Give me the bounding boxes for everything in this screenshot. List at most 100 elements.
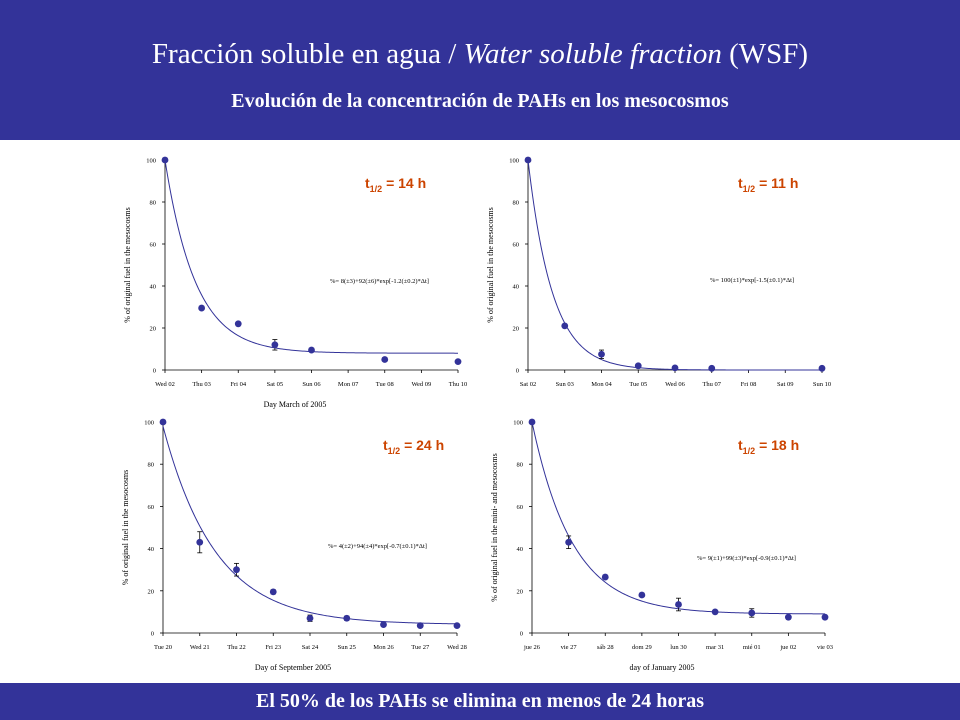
y-tick-label: 20 <box>148 588 155 595</box>
y-tick-label: 80 <box>517 462 524 469</box>
x-tick-label: Tue 08 <box>376 381 394 388</box>
x-tick-label: Wed 28 <box>447 644 467 651</box>
x-tick-label: Mon 26 <box>373 644 394 651</box>
data-point <box>380 621 387 628</box>
title-part-1: Fracción soluble en agua / <box>151 38 464 70</box>
x-tick-label: dom 29 <box>632 644 652 651</box>
y-axis-label: % of original fuel in the mesocosms <box>486 207 495 323</box>
half-life-label: t1/2 = 24 h <box>383 437 444 456</box>
half-life-label: t1/2 = 14 h <box>365 175 426 194</box>
chart-panel-1: 0 20 40 60 80 100 Wed 02 Thu 03 Fri 04 Sat 05 Sun … <box>123 156 468 409</box>
data-point <box>269 588 277 596</box>
x-tick-label: Fri 04 <box>230 381 246 388</box>
data-point <box>561 322 569 330</box>
y-tick-label: 100 <box>146 158 156 165</box>
y-tick-label: 0 <box>516 368 519 375</box>
data-point <box>708 364 716 372</box>
x-tick-label: mié 01 <box>743 644 761 651</box>
y-tick-label: 80 <box>150 200 157 207</box>
y-tick-label: 0 <box>151 631 154 638</box>
x-tick-label: Thu 22 <box>227 644 246 651</box>
x-tick-label: Thu 07 <box>702 381 721 388</box>
x-tick-label: vie 27 <box>561 644 578 651</box>
x-tick-label: Sat 24 <box>302 644 319 651</box>
x-tick-label: Sun 10 <box>813 381 831 388</box>
data-point <box>638 591 646 599</box>
data-point <box>598 350 605 358</box>
data-point <box>306 614 314 622</box>
fit-equation: %= 9(±1)+99(±3)*exp[-0.9(±0.1)*Δt] <box>697 555 796 562</box>
y-tick-label: 80 <box>148 462 155 469</box>
x-tick-label: Sun 03 <box>556 381 574 388</box>
title-part-2: (WSF) <box>721 38 809 70</box>
x-tick-label: lun 30 <box>670 644 686 651</box>
y-tick-label: 40 <box>148 546 155 553</box>
x-tick-label: Tue 27 <box>411 644 430 651</box>
fit-equation: %= 4(±2)+94(±4)*exp[-0.7(±0.1)*Δt] <box>328 543 427 550</box>
x-tick-label: Thu 10 <box>449 381 468 388</box>
y-tick-label: 40 <box>150 284 157 291</box>
y-tick-label: 100 <box>144 420 154 427</box>
data-point <box>196 538 204 546</box>
fit-equation: %= 8(±3)+92(±6)*exp[-1.2(±0.2)*Δt] <box>330 278 429 285</box>
data-point <box>671 364 679 372</box>
footer-band: El 50% de los PAHs se elimina en menos d… <box>0 683 960 720</box>
x-tick-label: Tue 05 <box>629 381 647 388</box>
x-tick-label: Thu 03 <box>192 381 211 388</box>
data-point <box>453 622 461 630</box>
half-life-label: t1/2 = 18 h <box>738 437 799 456</box>
x-tick-label: vie 03 <box>817 644 833 651</box>
x-tick-label: sáb 28 <box>597 644 614 651</box>
fit-curve <box>162 426 458 625</box>
title-italic-part: Water soluble fraction <box>463 38 722 70</box>
page-title: Fracción soluble en agua / Water soluble… <box>0 36 960 72</box>
x-tick-label: Wed 06 <box>665 381 686 388</box>
data-point <box>343 614 351 622</box>
data-point <box>416 622 424 630</box>
y-tick-label: 20 <box>517 588 524 595</box>
x-tick-label: mar 31 <box>706 644 724 651</box>
y-tick-label: 0 <box>520 631 523 638</box>
x-tick-label: Sat 09 <box>777 381 793 388</box>
y-tick-label: 40 <box>513 284 520 291</box>
data-point <box>748 609 756 617</box>
footer-text: El 50% de los PAHs se elimina en menos d… <box>256 690 704 712</box>
data-point <box>528 418 536 426</box>
y-axis-label: % of original fuel in the mini- and meso… <box>490 453 499 601</box>
y-tick-label: 40 <box>517 546 524 553</box>
y-axis-label: % of original fuel in the mesocosms <box>121 470 130 586</box>
data-point <box>234 320 242 328</box>
header-band: Fracción soluble en agua / Water soluble… <box>0 0 960 140</box>
chart-panel-3: 0 20 40 60 80 100 Tue 20 Wed 21 Thu 22 Fri 23 Sat … <box>121 418 467 672</box>
data-point <box>524 156 532 164</box>
chart-panel-2: 0 20 40 60 80 100 Sat 02 Sun 03 Mon 04 Tue 05 Wed … <box>486 156 831 388</box>
data-point <box>601 573 609 581</box>
data-point <box>381 356 389 363</box>
data-point <box>233 566 240 574</box>
page-subtitle: Evolución de la concentración de PAHs en… <box>231 90 729 112</box>
x-tick-label: Sun 06 <box>302 381 321 388</box>
x-axis-label: Day March of 2005 <box>264 400 327 409</box>
x-tick-label: Mon 07 <box>338 381 359 388</box>
data-point <box>454 358 462 365</box>
x-tick-label: Wed 02 <box>155 381 175 388</box>
y-tick-label: 100 <box>509 158 519 165</box>
x-tick-label: jue 02 <box>779 644 796 651</box>
data-point <box>308 346 315 354</box>
y-tick-label: 80 <box>513 200 520 207</box>
x-tick-label: Sat 05 <box>267 381 283 388</box>
x-tick-label: Sat 02 <box>520 381 536 388</box>
x-tick-label: Fri 23 <box>265 644 281 651</box>
x-axis-label: Day of September 2005 <box>255 663 331 672</box>
y-tick-label: 100 <box>513 420 523 427</box>
half-life-label: t1/2 = 11 h <box>738 175 798 194</box>
x-tick-label: Tue 20 <box>154 644 172 651</box>
data-point <box>821 613 829 621</box>
data-point <box>159 418 167 426</box>
chart-panel-4: 0 20 40 60 80 100 jue 26 vie 27 sáb 28 dom 29 lun … <box>490 418 833 672</box>
x-axis-label: day of January 2005 <box>629 663 694 672</box>
y-tick-label: 60 <box>148 504 155 511</box>
y-tick-label: 20 <box>150 326 157 333</box>
y-tick-label: 0 <box>153 368 156 375</box>
